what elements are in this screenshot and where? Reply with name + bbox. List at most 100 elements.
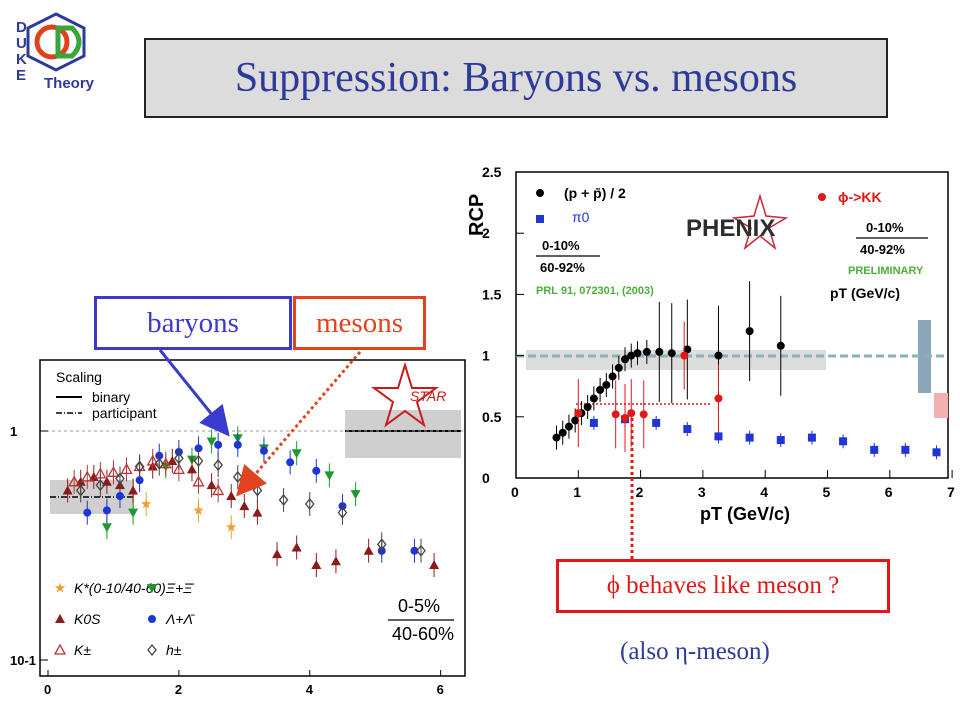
star-y-tick-label: 10-1 xyxy=(10,653,36,668)
phenix-xlabel: pT (GeV/c) xyxy=(700,504,790,524)
logo-d-shape xyxy=(55,25,82,59)
star-legend-marker xyxy=(54,582,66,593)
phenix-legend-phi-marker xyxy=(818,193,826,201)
star-data-marks xyxy=(62,426,440,577)
phenix-point xyxy=(571,416,580,425)
star-point xyxy=(291,449,302,459)
phenix-y-tick-label: 1 xyxy=(482,348,490,364)
phenix-point xyxy=(627,351,636,360)
mesons-label: mesons xyxy=(293,296,426,350)
phenix-point xyxy=(611,410,620,419)
star-point xyxy=(172,463,185,475)
phenix-point xyxy=(652,418,661,427)
star-point xyxy=(174,452,184,465)
star-legend-participant-label: participant xyxy=(92,405,157,421)
phenix-point xyxy=(745,433,754,442)
mesons-arrow xyxy=(236,351,362,497)
star-point xyxy=(376,538,387,551)
logo-letter: U xyxy=(16,35,27,52)
also-eta-note: (also η-meson) xyxy=(620,638,770,665)
phenix-y-tick-label: 0.5 xyxy=(482,409,502,425)
star-point xyxy=(206,437,217,447)
phenix-point xyxy=(776,436,785,445)
phi-note-box: ϕ behaves like meson ? xyxy=(556,559,890,613)
star-point xyxy=(350,490,361,500)
phenix-x-tick-label: 7 xyxy=(947,484,955,500)
phenix-point xyxy=(564,422,573,431)
star-legend-marker xyxy=(53,643,67,655)
star-point xyxy=(115,472,125,485)
star-y-tick-label: 1 xyxy=(10,424,17,439)
phenix-point xyxy=(558,428,567,437)
star-point xyxy=(410,546,419,555)
star-point xyxy=(206,480,217,490)
star-point xyxy=(101,523,112,533)
star-point xyxy=(154,457,165,470)
phenix-reference: PRL 91, 072301, (2003) xyxy=(536,285,654,297)
star-legend-marker xyxy=(147,643,157,657)
star-point xyxy=(146,454,159,466)
phenix-point xyxy=(807,433,816,442)
phenix-logo-mark xyxy=(731,193,789,251)
star-point xyxy=(140,498,152,509)
phenix-point xyxy=(901,445,910,454)
phenix-legend-phi-label: ϕ->KK xyxy=(838,189,882,205)
star-legend-binary-label: binary xyxy=(92,389,130,405)
phenix-phi-sys-band xyxy=(934,393,948,418)
star-point xyxy=(304,497,315,511)
phenix-centrality-left-bottom: 60-92% xyxy=(540,260,585,275)
phenix-axis-ticks: 0 1 2 3 4 5 6 7 0 0.5 1 1.5 2 2.5 xyxy=(482,164,955,500)
star-point xyxy=(101,476,112,486)
logo-letter: K xyxy=(16,51,27,68)
phenix-legend-pi0-label: π0 xyxy=(572,209,590,225)
phenix-point xyxy=(839,437,848,446)
phenix-point xyxy=(745,327,754,336)
star-point xyxy=(226,521,237,532)
phenix-legend-proton-label: (p + p̄) / 2 xyxy=(564,185,626,201)
phenix-point xyxy=(714,432,723,441)
star-point xyxy=(128,508,139,518)
phenix-point xyxy=(614,363,623,372)
star-point xyxy=(429,559,440,569)
phenix-point xyxy=(655,347,664,356)
star-logo-text: STAR xyxy=(410,388,446,404)
star-point xyxy=(286,458,295,467)
star-point xyxy=(226,491,237,501)
phenix-point xyxy=(639,410,648,419)
star-legend-label: Λ+Λ̄ xyxy=(165,611,195,627)
star-point xyxy=(416,544,426,557)
star-point xyxy=(330,556,341,566)
phenix-point xyxy=(608,372,617,381)
star-point xyxy=(95,479,106,492)
star-point xyxy=(120,463,133,475)
phenix-x-tick-label: 3 xyxy=(698,484,706,500)
star-centrality-bottom: 40-60% xyxy=(392,624,454,644)
star-point xyxy=(291,542,302,552)
phenix-point xyxy=(683,425,692,434)
star-legend-scaling-title: Scaling xyxy=(56,369,102,385)
phenix-point xyxy=(714,394,723,403)
phenix-point xyxy=(589,418,598,427)
star-legend-marker xyxy=(55,614,65,623)
star-axis-ticks: 0 2 4 6 1 10-1 xyxy=(10,424,444,697)
star-point xyxy=(192,475,205,487)
star-point xyxy=(134,460,145,473)
star-point xyxy=(193,504,204,515)
star-x-tick-label: 4 xyxy=(306,682,314,697)
star-centrality-top: 0-5% xyxy=(398,596,440,616)
phenix-x-tick-label: 1 xyxy=(573,484,581,500)
star-point xyxy=(272,549,283,559)
slide-title: Suppression: Baryons vs. mesons xyxy=(234,55,798,101)
phenix-data-marks xyxy=(552,281,941,460)
star-legend-label: K*(0-10/40-60) xyxy=(74,580,166,596)
star-point xyxy=(337,506,348,519)
star-point xyxy=(128,485,139,495)
star-point xyxy=(324,471,335,481)
star-logo: STAR xyxy=(370,361,446,428)
phenix-x-tick-label: 2 xyxy=(636,484,644,500)
star-point xyxy=(83,508,92,517)
phenix-point xyxy=(633,349,642,358)
star-point xyxy=(194,444,203,453)
star-point xyxy=(135,476,144,485)
